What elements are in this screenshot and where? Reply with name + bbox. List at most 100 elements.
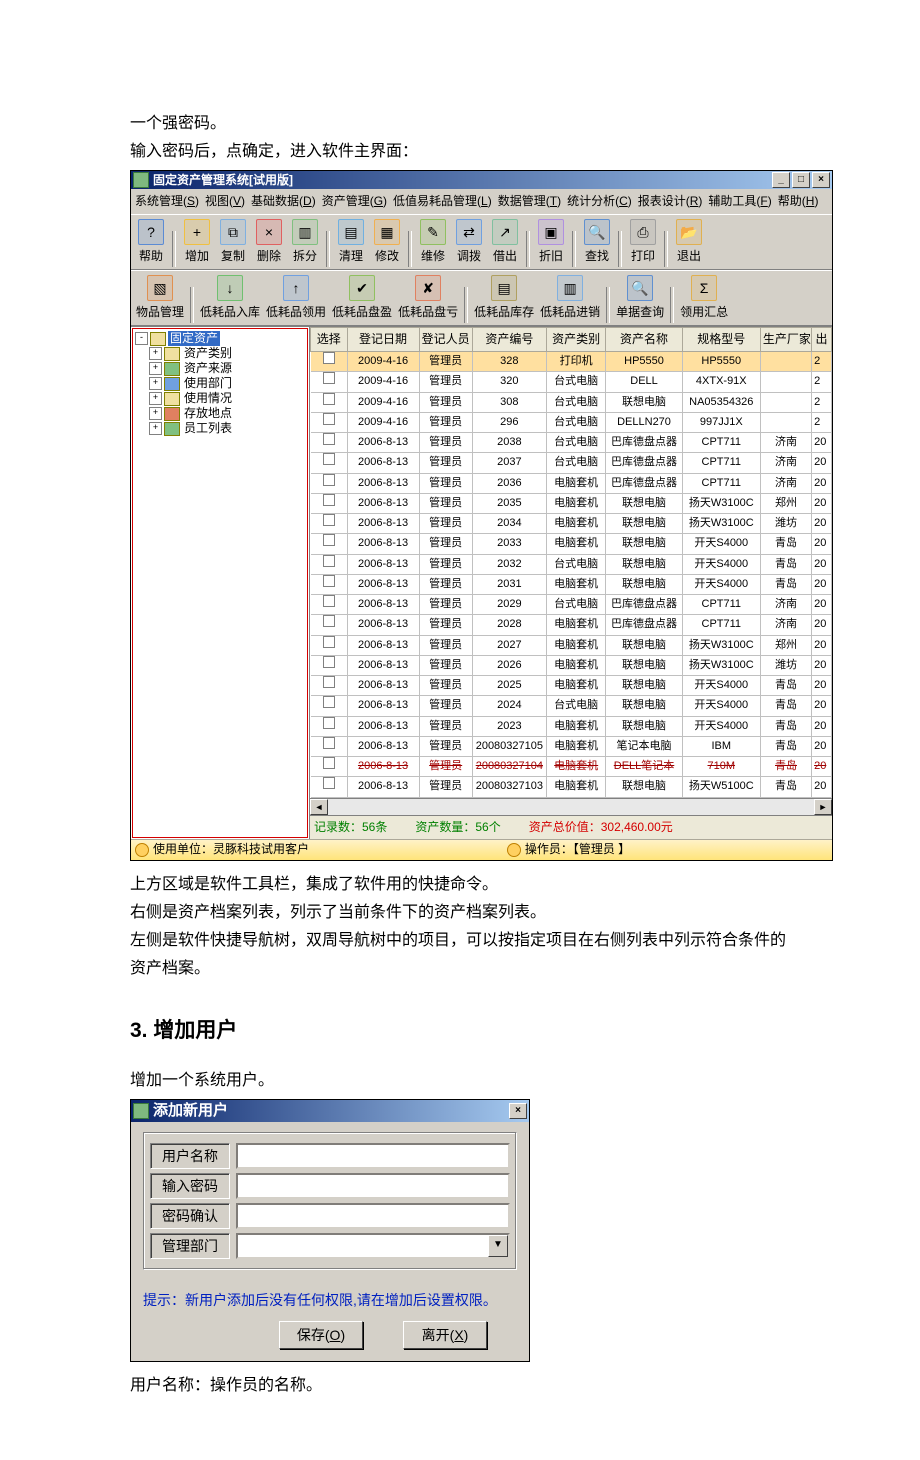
row-checkbox[interactable]	[323, 514, 335, 526]
table-row[interactable]: 2006-8-13管理员2027电脑套机 联想电脑扬天W3100C郑州20	[311, 635, 832, 655]
toolbar-拆分[interactable]: ▥拆分	[287, 219, 323, 267]
toolbar-删除[interactable]: ×删除	[251, 219, 287, 267]
menu-item[interactable]: 帮助(H)	[778, 194, 819, 208]
col-header[interactable]: 生产厂家	[760, 328, 811, 352]
table-row[interactable]: 2006-8-13管理员2025电脑套机 联想电脑开天S4000青岛20	[311, 676, 832, 696]
chevron-down-icon[interactable]: ▼	[488, 1235, 508, 1257]
menu-item[interactable]: 视图(V)	[205, 194, 245, 208]
toolbar-借出[interactable]: ↗借出	[487, 219, 523, 267]
col-header[interactable]: 登记日期	[347, 328, 419, 352]
toolbar-清理[interactable]: ▤清理	[333, 219, 369, 267]
tree-node[interactable]: + 使用部门	[133, 376, 307, 391]
col-header[interactable]: 出	[812, 328, 832, 352]
table-row[interactable]: 2006-8-13管理员20080327105电脑套机 笔记本电脑IBM青岛20	[311, 736, 832, 756]
table-row[interactable]: 2006-8-13管理员2031电脑套机 联想电脑开天S4000青岛20	[311, 574, 832, 594]
table-row[interactable]: 2006-8-13管理员2024台式电脑 联想电脑开天S4000青岛20	[311, 696, 832, 716]
table-row[interactable]: 2006-8-13管理员2026电脑套机 联想电脑扬天W3100C潍坊20	[311, 655, 832, 675]
toolbar-复制[interactable]: ⧉复制	[215, 219, 251, 267]
hscrollbar[interactable]: ◄►	[310, 798, 832, 815]
tree-node[interactable]: - 固定资产	[133, 331, 307, 346]
table-row[interactable]: 2006-8-13管理员20080327103电脑套机 联想电脑扬天W5100C…	[311, 777, 832, 797]
col-header[interactable]: 资产编号	[472, 328, 546, 352]
dialog-close-button[interactable]: ×	[509, 1103, 527, 1119]
col-header[interactable]: 登记人员	[419, 328, 472, 352]
row-checkbox[interactable]	[323, 595, 335, 607]
table-row[interactable]: 2006-8-13管理员20080327104电脑套机 DELL笔记本710M青…	[311, 757, 832, 777]
row-checkbox[interactable]	[323, 352, 335, 364]
table-row[interactable]: 2006-8-13管理员2023电脑套机 联想电脑开天S4000青岛20	[311, 716, 832, 736]
close-button[interactable]: ×	[812, 172, 830, 188]
toolbar-维修[interactable]: ✎维修	[415, 219, 451, 267]
row-checkbox[interactable]	[323, 433, 335, 445]
toolbar-低耗品入库[interactable]: ↓低耗品入库	[197, 275, 263, 323]
toolbar-低耗品进销[interactable]: ▥低耗品进销	[537, 275, 603, 323]
row-checkbox[interactable]	[323, 757, 335, 769]
toolbar-修改[interactable]: ▦修改	[369, 219, 405, 267]
row-checkbox[interactable]	[323, 717, 335, 729]
col-header[interactable]: 资产类别	[546, 328, 606, 352]
input-username[interactable]	[236, 1143, 510, 1169]
toolbar-折旧[interactable]: ▣折旧	[533, 219, 569, 267]
menu-item[interactable]: 低值易耗品管理(L)	[393, 194, 492, 208]
row-checkbox[interactable]	[323, 393, 335, 405]
table-row[interactable]: 2009-4-16管理员296台式电脑 DELLN270997JJ1X2	[311, 412, 832, 432]
combo-department[interactable]: ▼	[236, 1233, 510, 1259]
row-checkbox[interactable]	[323, 737, 335, 749]
toolbar-增加[interactable]: +增加	[179, 219, 215, 267]
row-checkbox[interactable]	[323, 636, 335, 648]
row-checkbox[interactable]	[323, 453, 335, 465]
minimize-button[interactable]: _	[772, 172, 790, 188]
input-password[interactable]	[236, 1173, 510, 1199]
menu-item[interactable]: 资产管理(G)	[322, 194, 387, 208]
table-row[interactable]: 2009-4-16管理员320台式电脑 DELL4XTX-91X2	[311, 372, 832, 392]
tree-node[interactable]: + 存放地点	[133, 406, 307, 421]
toolbar-低耗品库存[interactable]: ▤低耗品库存	[471, 275, 537, 323]
table-row[interactable]: 2006-8-13管理员2038台式电脑 巴库德盘点器CPT711济南20	[311, 433, 832, 453]
maximize-button[interactable]: □	[792, 172, 810, 188]
row-checkbox[interactable]	[323, 555, 335, 567]
input-confirm[interactable]	[236, 1203, 510, 1229]
toolbar-物品管理[interactable]: ▧物品管理	[133, 275, 187, 323]
table-row[interactable]: 2006-8-13管理员2032台式电脑 联想电脑开天S4000青岛20	[311, 554, 832, 574]
leave-button[interactable]: 离开(X)	[403, 1321, 487, 1349]
toolbar-退出[interactable]: 📂退出	[671, 219, 707, 267]
menu-item[interactable]: 基础数据(D)	[251, 194, 316, 208]
table-row[interactable]: 2006-8-13管理员2029台式电脑 巴库德盘点器CPT711济南20	[311, 595, 832, 615]
toolbar-低耗品盘盈[interactable]: ✔低耗品盘盈	[329, 275, 395, 323]
tree-node[interactable]: + 使用情况	[133, 391, 307, 406]
toolbar-查找[interactable]: 🔍查找	[579, 219, 615, 267]
save-button[interactable]: 保存(O)	[279, 1321, 363, 1349]
toolbar-帮助[interactable]: ?帮助	[133, 219, 169, 267]
col-header[interactable]: 选择	[311, 328, 348, 352]
row-checkbox[interactable]	[323, 676, 335, 688]
menu-item[interactable]: 系统管理(S)	[135, 194, 199, 208]
toolbar-低耗品盘亏[interactable]: ✘低耗品盘亏	[395, 275, 461, 323]
table-row[interactable]: 2009-4-16管理员328打印机 HP5550HP55502	[311, 352, 832, 372]
menu-item[interactable]: 报表设计(R)	[638, 194, 703, 208]
tree-node[interactable]: + 资产来源	[133, 361, 307, 376]
menu-item[interactable]: 数据管理(T)	[498, 194, 561, 208]
table-row[interactable]: 2006-8-13管理员2035电脑套机 联想电脑扬天W3100C郑州20	[311, 493, 832, 513]
row-checkbox[interactable]	[323, 494, 335, 506]
row-checkbox[interactable]	[323, 575, 335, 587]
col-header[interactable]: 规格型号	[682, 328, 760, 352]
row-checkbox[interactable]	[323, 696, 335, 708]
row-checkbox[interactable]	[323, 777, 335, 789]
table-row[interactable]: 2006-8-13管理员2036电脑套机 巴库德盘点器CPT711济南20	[311, 473, 832, 493]
col-header[interactable]: 资产名称	[606, 328, 682, 352]
table-row[interactable]: 2006-8-13管理员2037台式电脑 巴库德盘点器CPT711济南20	[311, 453, 832, 473]
menu-item[interactable]: 统计分析(C)	[567, 194, 632, 208]
row-checkbox[interactable]	[323, 656, 335, 668]
row-checkbox[interactable]	[323, 413, 335, 425]
row-checkbox[interactable]	[323, 534, 335, 546]
row-checkbox[interactable]	[323, 615, 335, 627]
tree-node[interactable]: + 员工列表	[133, 421, 307, 436]
menu-item[interactable]: 辅助工具(F)	[708, 194, 771, 208]
tree-node[interactable]: + 资产类别	[133, 346, 307, 361]
toolbar-低耗品领用[interactable]: ↑低耗品领用	[263, 275, 329, 323]
row-checkbox[interactable]	[323, 372, 335, 384]
toolbar-领用汇总[interactable]: Σ领用汇总	[677, 275, 731, 323]
table-row[interactable]: 2006-8-13管理员2028电脑套机 巴库德盘点器CPT711济南20	[311, 615, 832, 635]
toolbar-单据查询[interactable]: 🔍单据查询	[613, 275, 667, 323]
toolbar-打印[interactable]: ⎙打印	[625, 219, 661, 267]
